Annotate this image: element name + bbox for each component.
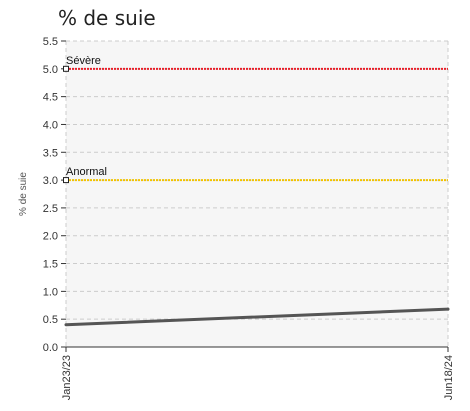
y-tick-label: 3.5 [43, 147, 58, 159]
plot-background [66, 41, 448, 347]
threshold-marker [63, 177, 69, 184]
y-tick-label: 0.0 [43, 342, 58, 354]
y-tick-label: 3.0 [43, 175, 58, 187]
y-axis-label: % de suie [18, 172, 29, 216]
threshold-lines: Sévère Anormal [63, 55, 448, 184]
grid [65, 40, 449, 348]
y-tick-label: 4.5 [43, 92, 58, 104]
x-axis-ticks: Jan23/23 Jun18/24 [61, 347, 455, 400]
y-tick-label: 0.5 [43, 314, 58, 326]
chart-title: % de suie [58, 6, 156, 30]
series-line [64, 307, 450, 327]
y-tick-label: 5.5 [43, 36, 58, 48]
threshold-label: Anormal [66, 166, 107, 178]
y-tick-label: 1.0 [43, 286, 58, 298]
y-tick-label: 1.5 [43, 259, 58, 271]
series-lines [64, 307, 450, 327]
y-axis-ticks: 0.0 0.5 1.0 1.5 2.0 2.5 3.0 3.5 4.0 4.5 5.0 5.5 [43, 36, 66, 354]
y-tick-label: 4.0 [43, 119, 58, 131]
x-tick-label: Jun18/24 [443, 355, 455, 400]
x-tick-label: Jan23/23 [61, 355, 73, 400]
y-tick-label: 5.0 [43, 64, 58, 76]
y-tick-label: 2.0 [43, 231, 58, 243]
threshold-marker [63, 65, 69, 72]
threshold-label: Sévère [66, 55, 101, 67]
y-tick-label: 2.5 [43, 203, 58, 215]
